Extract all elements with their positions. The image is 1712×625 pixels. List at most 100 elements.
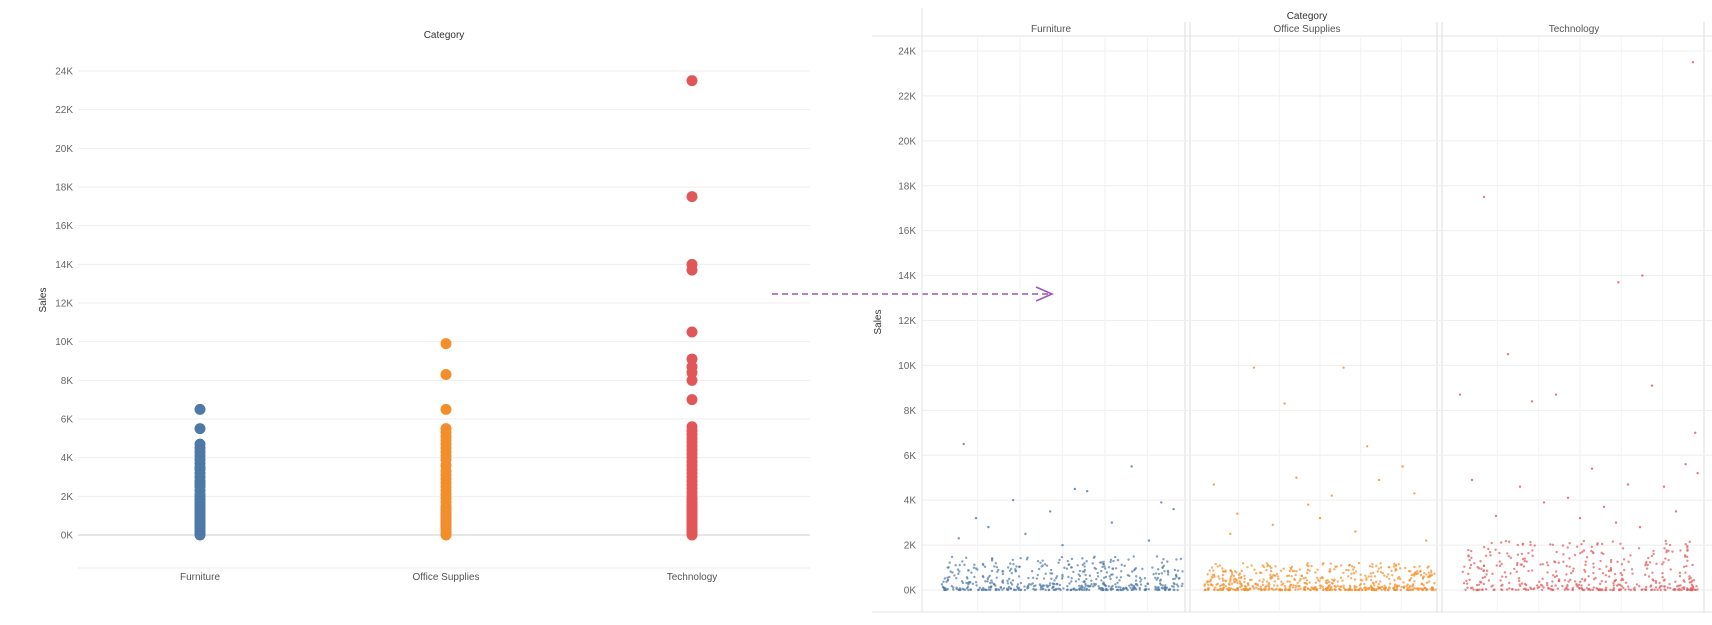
- right-point-office-supplies: [1394, 588, 1398, 591]
- right-point-office-supplies: [1375, 588, 1378, 592]
- right-point-office-supplies: [1349, 587, 1352, 591]
- right-point-technology: [1662, 485, 1666, 488]
- right-point-furniture: [1038, 583, 1042, 586]
- left-point-furniture: [194, 403, 206, 415]
- right-point-office-supplies: [1210, 583, 1213, 587]
- right-point-office-supplies: [1210, 566, 1214, 569]
- left-y-tick-label: 12K: [55, 299, 73, 310]
- right-point-technology: [1638, 525, 1642, 529]
- right-point-technology: [1541, 563, 1545, 566]
- right-point-furniture: [1117, 588, 1120, 592]
- right-point-furniture: [1057, 561, 1060, 564]
- right-point-technology: [1650, 588, 1654, 591]
- right-point-furniture: [1157, 588, 1160, 592]
- right-point-technology: [1507, 540, 1511, 543]
- right-point-furniture: [1045, 564, 1049, 567]
- right-point-office-supplies: [1266, 564, 1269, 568]
- right-point-furniture: [1130, 588, 1134, 592]
- right-point-furniture: [1001, 580, 1004, 583]
- right-point-technology: [1517, 576, 1521, 580]
- right-point-office-supplies: [1402, 581, 1405, 584]
- right-point-office-supplies: [1388, 582, 1392, 586]
- right-point-furniture: [1132, 584, 1136, 588]
- right-point-technology: [1536, 586, 1539, 590]
- right-point-office-supplies: [1328, 568, 1332, 571]
- right-point-furniture: [1039, 586, 1043, 589]
- right-point-technology: [1480, 567, 1483, 571]
- right-point-furniture: [973, 575, 976, 579]
- right-point-furniture: [994, 562, 998, 565]
- right-point-technology: [1620, 573, 1624, 577]
- right-point-furniture: [1016, 587, 1019, 590]
- right-point-furniture: [1164, 584, 1167, 587]
- right-point-office-supplies: [1269, 576, 1272, 579]
- right-point-furniture: [1095, 577, 1098, 581]
- right-point-furniture: [1140, 578, 1143, 581]
- right-point-office-supplies: [1288, 585, 1291, 588]
- right-point-technology: [1527, 551, 1530, 555]
- right-point-technology: [1568, 565, 1571, 568]
- right-point-furniture: [1172, 588, 1175, 591]
- right-point-office-supplies: [1365, 578, 1368, 582]
- right-point-furniture: [1119, 586, 1122, 589]
- right-point-office-supplies: [1353, 578, 1357, 581]
- right-point-technology: [1647, 575, 1651, 578]
- right-point-technology: [1575, 545, 1579, 548]
- left-y-tick-label: 8K: [61, 376, 74, 387]
- right-point-furniture: [1171, 577, 1175, 581]
- right-point-furniture: [958, 563, 961, 567]
- right-point-technology: [1650, 384, 1654, 387]
- right-point-technology: [1604, 588, 1607, 592]
- right-point-technology: [1522, 565, 1526, 568]
- right-point-technology: [1499, 541, 1503, 544]
- right-point-office-supplies: [1426, 566, 1429, 569]
- right-point-office-supplies: [1265, 562, 1269, 565]
- right-point-office-supplies: [1221, 570, 1225, 573]
- right-point-furniture: [1024, 532, 1027, 536]
- right-point-technology: [1553, 560, 1556, 563]
- right-point-technology: [1473, 562, 1476, 565]
- right-point-furniture: [1161, 566, 1164, 569]
- right-point-technology: [1551, 580, 1554, 583]
- right-point-furniture: [1114, 585, 1118, 589]
- right-point-furniture: [1105, 571, 1109, 574]
- right-point-technology: [1468, 578, 1471, 581]
- right-point-technology: [1584, 563, 1587, 567]
- right-point-technology: [1521, 543, 1525, 546]
- right-point-technology: [1562, 560, 1565, 563]
- right-point-office-supplies: [1360, 579, 1364, 582]
- right-point-office-supplies: [1221, 567, 1224, 570]
- right-point-office-supplies: [1212, 588, 1216, 591]
- right-point-office-supplies: [1233, 588, 1236, 591]
- right-point-office-supplies: [1405, 585, 1408, 588]
- right-point-office-supplies: [1434, 588, 1437, 591]
- right-point-office-supplies: [1307, 503, 1310, 506]
- right-point-technology: [1571, 586, 1574, 590]
- right-point-office-supplies: [1278, 587, 1282, 591]
- left-point-technology: [686, 374, 698, 386]
- right-point-office-supplies: [1339, 588, 1342, 591]
- right-point-technology: [1616, 560, 1619, 563]
- right-point-technology: [1590, 467, 1594, 470]
- right-point-office-supplies: [1355, 585, 1358, 589]
- right-point-furniture: [1135, 588, 1138, 591]
- left-point-technology: [686, 421, 698, 433]
- right-point-furniture: [1070, 557, 1074, 561]
- right-point-furniture: [1113, 555, 1117, 559]
- right-point-technology: [1526, 588, 1530, 592]
- right-point-furniture: [1147, 539, 1151, 542]
- right-point-office-supplies: [1349, 577, 1353, 580]
- right-point-furniture: [1127, 558, 1130, 561]
- right-point-office-supplies: [1333, 568, 1336, 571]
- right-point-technology: [1654, 581, 1658, 585]
- right-point-office-supplies: [1377, 582, 1380, 586]
- right-point-technology: [1569, 578, 1572, 582]
- left-y-tick-label: 2K: [61, 492, 74, 503]
- right-point-furniture: [1166, 573, 1170, 576]
- right-point-technology: [1516, 553, 1520, 556]
- right-y-tick-label: 10K: [898, 361, 916, 372]
- right-point-furniture: [1029, 583, 1033, 586]
- right-point-office-supplies: [1371, 581, 1375, 585]
- right-point-office-supplies: [1259, 585, 1262, 588]
- right-point-technology: [1518, 485, 1522, 488]
